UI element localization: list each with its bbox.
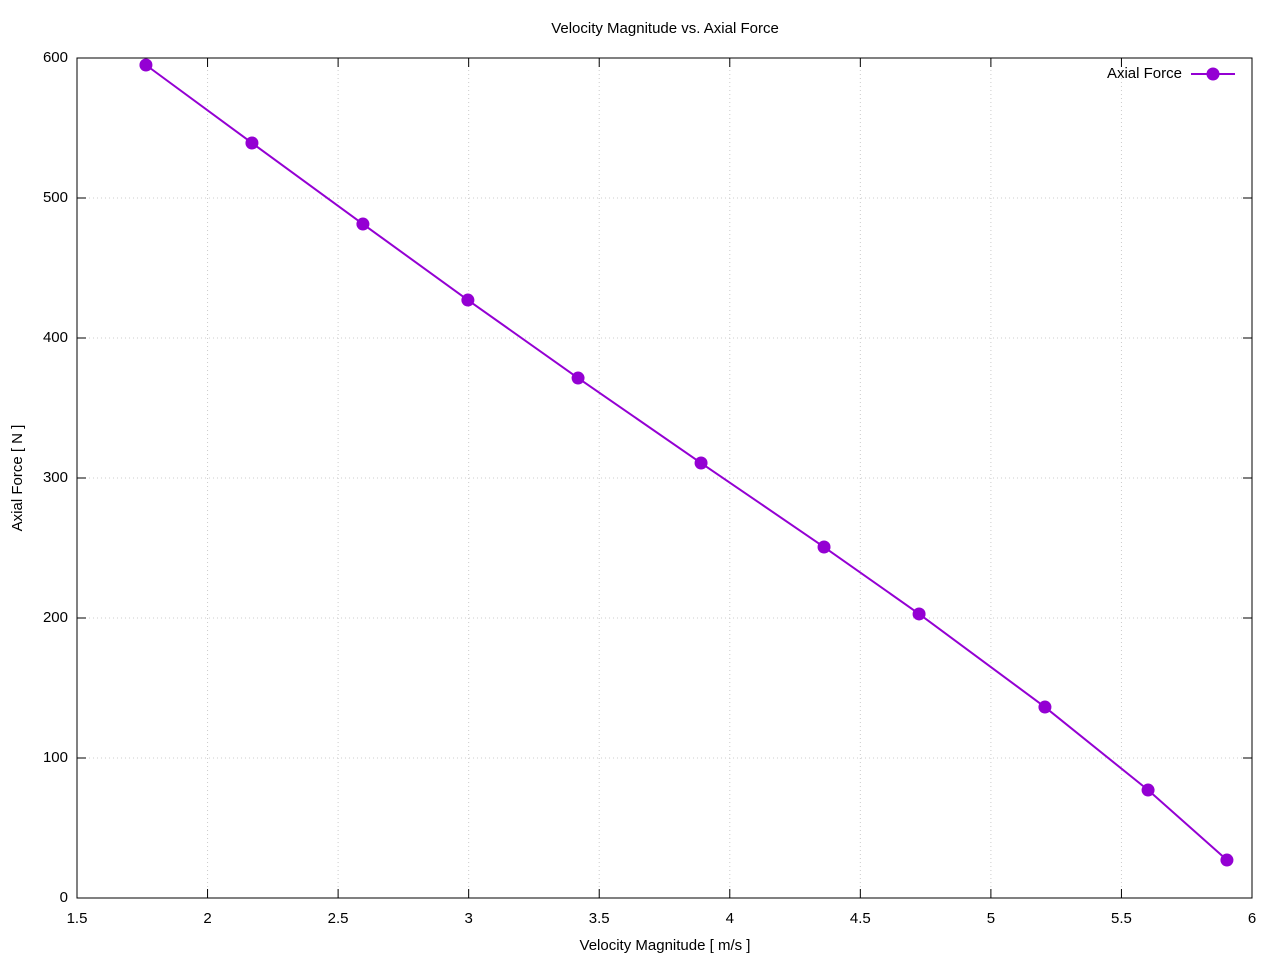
point	[356, 217, 370, 231]
legend-label: Axial Force	[1107, 65, 1182, 82]
point	[461, 293, 475, 307]
x-tick-label: 6	[1248, 910, 1256, 927]
point	[245, 136, 259, 150]
point	[817, 540, 831, 554]
y-tick-label: 500	[43, 189, 68, 206]
x-tick-label: 3.5	[589, 910, 610, 927]
x-tick-label: 1.5	[67, 910, 88, 927]
x-tick-label: 4	[726, 910, 734, 927]
y-tick-label: 0	[60, 889, 68, 906]
line	[145, 64, 1228, 861]
y-tick-label: 200	[43, 609, 68, 626]
x-tick-label: 2.5	[328, 910, 349, 927]
x-tick-label: 2	[203, 910, 211, 927]
x-tick-label: 4.5	[850, 910, 871, 927]
x-tick-label: 5	[987, 910, 995, 927]
x-tick-label: 5.5	[1111, 910, 1132, 927]
point	[1220, 853, 1234, 867]
y-tick-label: 400	[43, 329, 68, 346]
y-tick-label: 100	[43, 749, 68, 766]
plot-frame	[76, 57, 1253, 899]
x-tick-label: 3	[464, 910, 472, 927]
y-axis-label: Axial Force [ N ]	[9, 425, 26, 532]
x-axis-label: Velocity Magnitude [ m/s ]	[580, 937, 751, 954]
point	[694, 456, 708, 470]
point	[912, 607, 926, 621]
y-tick-label: 600	[43, 49, 68, 66]
point	[571, 371, 585, 385]
point	[139, 58, 153, 72]
legend-marker	[1206, 67, 1220, 81]
y-tick-label: 300	[43, 469, 68, 486]
point	[1141, 783, 1155, 797]
point	[1038, 700, 1052, 714]
chart-title: Velocity Magnitude vs. Axial Force	[551, 20, 779, 37]
